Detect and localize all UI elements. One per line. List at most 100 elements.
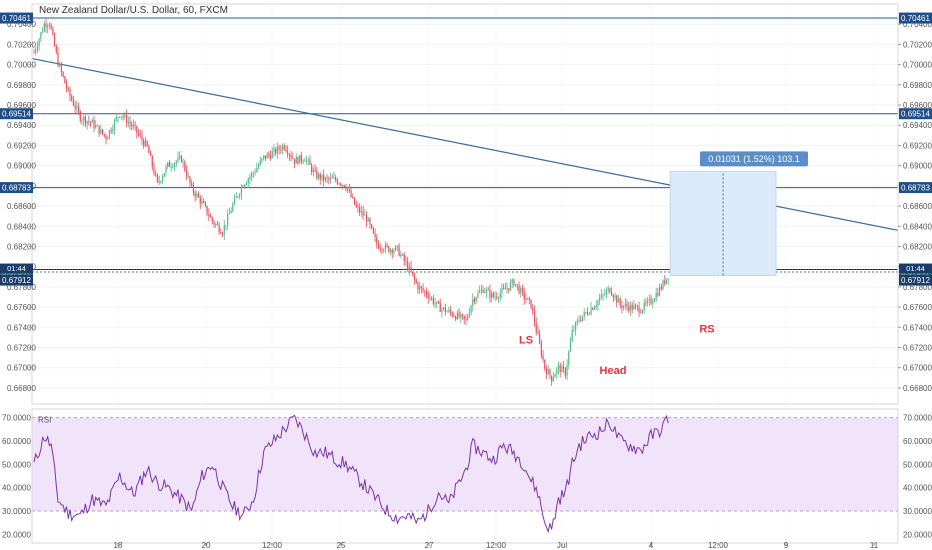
candle-body bbox=[132, 124, 135, 127]
candle-body bbox=[199, 197, 201, 204]
candle-body bbox=[43, 23, 45, 32]
candle-body bbox=[50, 24, 52, 29]
candle-body bbox=[388, 246, 390, 252]
candle-body bbox=[434, 303, 436, 305]
candle-body bbox=[201, 200, 203, 204]
rsi-series-label: RSI bbox=[38, 415, 51, 424]
candle-body bbox=[305, 159, 308, 161]
candle-body bbox=[516, 284, 518, 286]
candle-body bbox=[377, 244, 380, 249]
candle-body bbox=[115, 117, 117, 121]
candle-body bbox=[74, 105, 76, 109]
candle-body bbox=[312, 169, 314, 172]
candle-body bbox=[309, 159, 311, 165]
candle-body bbox=[161, 176, 164, 182]
candle-body bbox=[364, 214, 366, 216]
candle-body bbox=[422, 288, 424, 291]
countdown-label: 01:44 bbox=[7, 264, 26, 273]
candle-body bbox=[324, 177, 326, 181]
candle-body bbox=[160, 181, 162, 182]
candle-body bbox=[605, 290, 608, 295]
candle-body bbox=[376, 237, 378, 245]
candle-body bbox=[304, 160, 306, 162]
y-tick-left: 0.68600 bbox=[7, 202, 36, 211]
candle-body bbox=[81, 120, 83, 122]
candle-body bbox=[273, 148, 275, 152]
candle-body bbox=[348, 189, 350, 191]
candle-body bbox=[641, 310, 644, 313]
candle-body bbox=[611, 292, 613, 296]
candle-body bbox=[551, 375, 553, 381]
candle-body bbox=[635, 305, 637, 307]
candle-body bbox=[76, 106, 78, 109]
candle-body bbox=[158, 181, 160, 182]
candle-body bbox=[652, 301, 654, 304]
candle-body bbox=[215, 224, 217, 225]
candle-body bbox=[180, 155, 183, 162]
candle-body bbox=[71, 96, 73, 101]
candle-body bbox=[575, 322, 577, 330]
candle-body bbox=[371, 224, 373, 228]
candle-body bbox=[242, 187, 244, 188]
candle-body bbox=[52, 28, 54, 35]
rsi-tick-left: 40.0000 bbox=[2, 484, 31, 493]
candle-body bbox=[218, 224, 220, 232]
candle-body bbox=[232, 203, 234, 211]
candle-body bbox=[53, 34, 56, 47]
candle-body bbox=[280, 149, 282, 151]
candle-body bbox=[504, 288, 506, 290]
candle-body bbox=[204, 203, 206, 206]
candle-body bbox=[563, 366, 565, 369]
candle-body bbox=[168, 162, 171, 167]
candle-body bbox=[480, 289, 482, 292]
candle-body bbox=[489, 289, 491, 298]
rsi-tick-left: 70.0000 bbox=[2, 414, 31, 423]
candle-body bbox=[443, 307, 445, 310]
x-tick-label: 4 bbox=[649, 541, 654, 550]
candle-body bbox=[57, 52, 59, 66]
candle-body bbox=[220, 231, 222, 234]
candle-body bbox=[269, 155, 272, 159]
candle-body bbox=[227, 214, 229, 226]
candle-body bbox=[542, 355, 544, 360]
candle-body bbox=[153, 166, 155, 174]
candle-body bbox=[429, 297, 431, 299]
candle-body bbox=[69, 89, 71, 97]
countdown-label: 01:44 bbox=[906, 264, 925, 273]
y-tick-left: 0.67000 bbox=[7, 364, 36, 373]
candle-body bbox=[573, 329, 575, 331]
candle-body bbox=[506, 288, 508, 290]
x-tick-label: 27 bbox=[425, 541, 434, 550]
candle-body bbox=[479, 291, 481, 293]
candle-body bbox=[88, 121, 90, 122]
level-label-bg bbox=[0, 108, 33, 120]
candle-body bbox=[120, 116, 123, 118]
candle-body bbox=[623, 305, 625, 308]
y-tick-left: 0.68400 bbox=[7, 222, 36, 231]
candle-body bbox=[345, 187, 347, 190]
price-label: 0.67912 bbox=[901, 276, 930, 285]
pattern-annotations: LS Head RS bbox=[519, 323, 715, 376]
candle-body bbox=[72, 100, 75, 106]
candle-body bbox=[468, 313, 470, 317]
candle-body bbox=[323, 174, 325, 181]
candle-body bbox=[453, 315, 455, 317]
candle-body bbox=[55, 46, 57, 53]
level-label: 0.70461 bbox=[901, 14, 930, 23]
rsi-panel[interactable]: RSI bbox=[32, 414, 898, 534]
x-tick-label: 18 bbox=[114, 541, 123, 550]
candle-body bbox=[631, 304, 633, 310]
y-tick-right: 0.68600 bbox=[903, 202, 932, 211]
x-tick-label: 9 bbox=[784, 541, 789, 550]
y-tick-right: 0.67400 bbox=[903, 323, 932, 332]
candle-body bbox=[131, 124, 133, 127]
candle-body bbox=[501, 288, 503, 294]
candle-body bbox=[638, 306, 640, 313]
candle-body bbox=[648, 298, 650, 301]
candle-body bbox=[643, 302, 645, 311]
measure-range-box[interactable]: 0.01031 (1.52%) 103.1 bbox=[669, 151, 808, 276]
candle-body bbox=[362, 211, 364, 216]
price-label: 0.67912 bbox=[2, 276, 31, 285]
candle-body bbox=[492, 293, 494, 298]
